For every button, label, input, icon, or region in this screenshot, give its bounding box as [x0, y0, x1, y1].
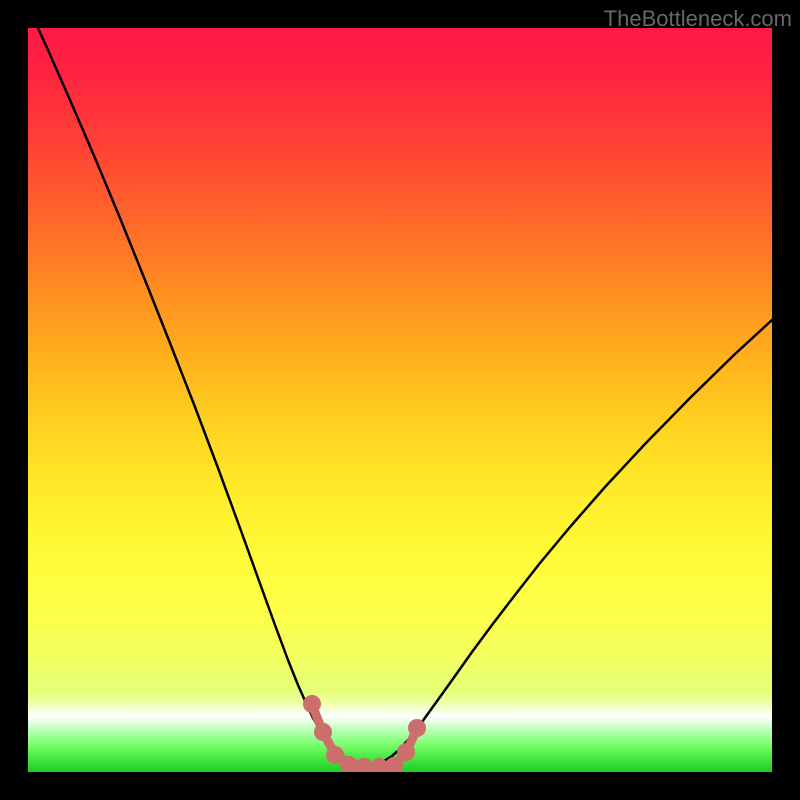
- bottleneck-curve: [28, 28, 772, 765]
- optimal-range-marker: [314, 723, 332, 741]
- optimal-range-marker: [397, 743, 415, 761]
- chart-gradient-background: [28, 28, 772, 772]
- optimal-range-marker: [303, 695, 321, 713]
- optimal-range-marker: [408, 719, 426, 737]
- chart-svg: [28, 28, 772, 772]
- watermark-label: TheBottleneck.com: [604, 6, 792, 32]
